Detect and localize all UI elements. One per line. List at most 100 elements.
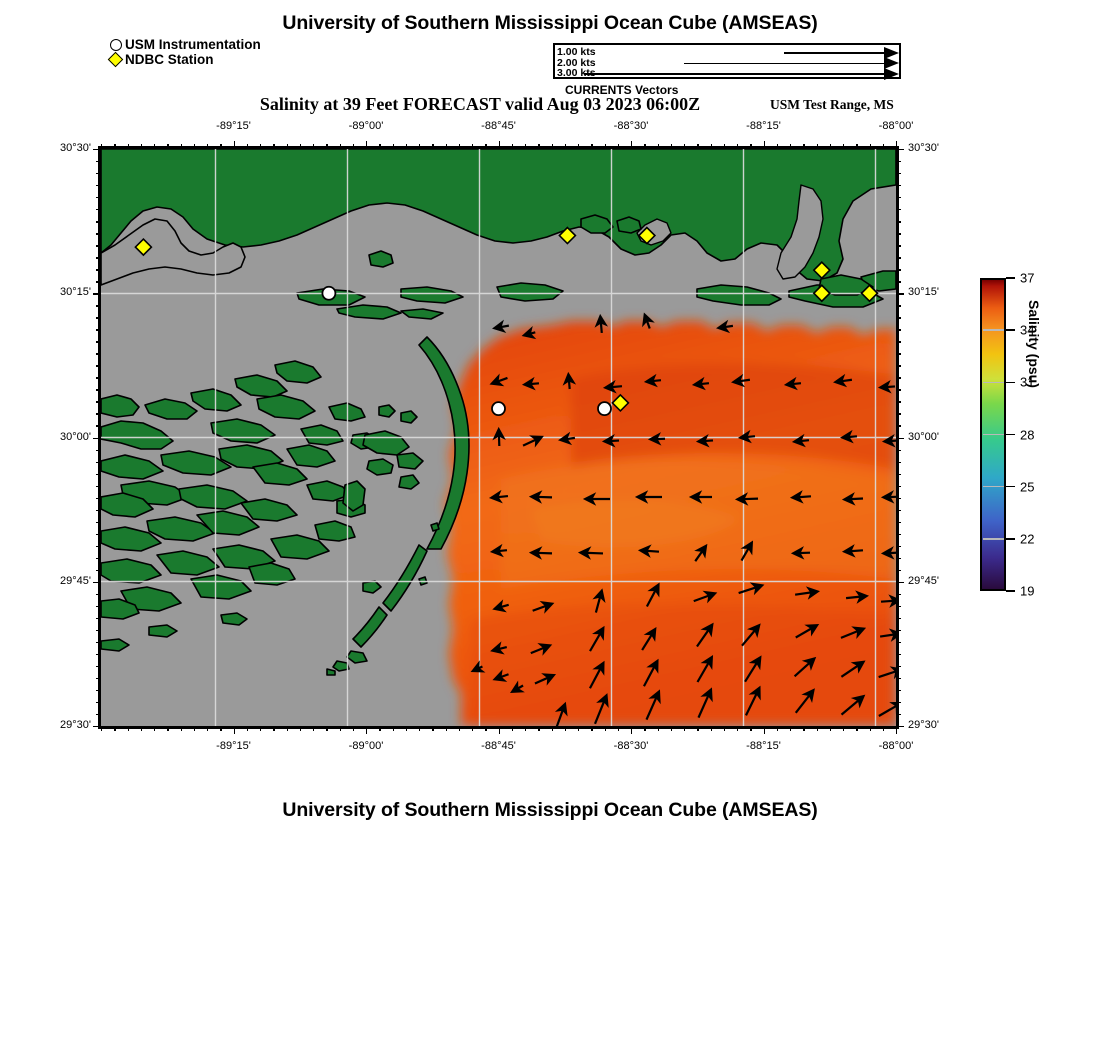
current-vector-arrow	[592, 588, 606, 613]
current-vector-arrow	[841, 544, 864, 558]
ndbc-station-marker[interactable]	[637, 226, 657, 245]
current-vector-arrow	[734, 492, 759, 506]
salinity-colorbar: 37 34 31 28 25 22 19	[980, 271, 1034, 599]
colorbar-band-separator	[982, 485, 1004, 488]
ndbc-station-marker[interactable]	[860, 284, 879, 303]
current-vector-arrow	[880, 490, 896, 504]
lat-label-left: 29°45'	[60, 574, 91, 587]
current-vector-arrow	[794, 688, 815, 714]
current-vector-arrow	[741, 623, 761, 647]
current-vector-arrow	[488, 489, 509, 504]
lon-label-bottom: -88°45'	[481, 740, 516, 752]
lat-tick	[93, 293, 101, 295]
ndbc-station-marker[interactable]	[611, 393, 630, 413]
current-vector-arrow	[490, 641, 508, 655]
current-vector-arrow	[642, 312, 655, 329]
current-vector-arrow	[492, 599, 509, 613]
ndbc-station-marker[interactable]	[134, 237, 153, 257]
current-vector-arrow	[880, 594, 896, 608]
current-vector-arrow	[789, 490, 812, 504]
lat-label-left: 29°30'	[60, 719, 91, 731]
lat-tick	[896, 149, 904, 151]
map-graphics	[101, 149, 896, 726]
lon-tick	[366, 141, 368, 149]
current-vector-arrow	[783, 376, 802, 391]
page-title: University of Southern Mississippi Ocean…	[282, 12, 818, 34]
legend-label-usm-instrumentation: USM Instrumentation	[125, 37, 261, 52]
current-vector-arrow	[695, 433, 714, 448]
salinity-map[interactable]	[98, 146, 899, 729]
colorbar-tick-label: 31	[1020, 374, 1035, 390]
current-vector-arrow	[594, 313, 609, 334]
lon-label-bottom: -89°15'	[216, 740, 251, 752]
lon-tick	[631, 141, 633, 149]
usm-instrumentation-marker[interactable]	[491, 401, 506, 417]
lon-tick	[896, 726, 898, 734]
legend-item-usm-instrumentation: USM Instrumentation	[108, 37, 368, 52]
current-vector-arrow	[879, 628, 896, 642]
lon-label-top: -89°15'	[216, 120, 251, 132]
vector-legend-label-1: 1.00 kts	[557, 46, 596, 58]
ndbc-station-marker[interactable]	[558, 226, 577, 245]
lat-tick	[93, 149, 101, 151]
colorbar-tick	[1006, 329, 1015, 331]
lat-tick	[896, 437, 904, 439]
current-vector-arrow	[738, 582, 765, 596]
lat-tick	[93, 437, 101, 439]
current-vector-arrow	[521, 376, 540, 391]
current-vector-arrow	[839, 429, 858, 444]
colorbar-tick	[1006, 277, 1015, 279]
ndbc-station-marker[interactable]	[812, 284, 831, 303]
colorbar-tick-label: 25	[1020, 479, 1035, 495]
usm-instrumentation-marker[interactable]	[321, 285, 337, 301]
colorbar-band-separator	[982, 381, 1004, 384]
lon-tick	[498, 141, 500, 149]
current-vector-arrow	[489, 373, 508, 387]
lat-tick	[93, 726, 101, 728]
current-vector-arrow	[489, 543, 508, 558]
colorbar-tick-label: 28	[1020, 427, 1035, 442]
current-vector-arrow	[643, 373, 662, 388]
current-vector-arrow	[645, 689, 661, 721]
lon-label-bottom: -88°30'	[613, 740, 649, 752]
lat-tick	[896, 293, 904, 295]
lat-label-right: 29°45'	[908, 574, 939, 587]
current-vector-arrow	[522, 435, 544, 448]
station-legend: USM Instrumentation NDBC Station	[107, 37, 368, 68]
colorbar-band-separator	[982, 329, 1004, 331]
ndbc-station-marker[interactable]	[812, 261, 831, 280]
lon-tick	[233, 726, 235, 734]
vector-legend-label-2: 2.00 kts	[557, 56, 596, 69]
lon-tick	[498, 726, 500, 734]
lat-label-right: 30°00'	[908, 430, 939, 443]
current-vector-arrow	[534, 673, 557, 686]
colorbar-tick-label: 37	[1020, 270, 1035, 286]
station-markers	[134, 226, 879, 417]
colorbar-tick	[1006, 538, 1015, 540]
current-vector-arrow	[832, 373, 853, 388]
vector-shaft-3	[584, 73, 884, 75]
lat-label-right: 30°30'	[908, 142, 939, 154]
current-vector-arrow	[577, 546, 604, 560]
salinity-field	[445, 321, 896, 726]
lat-label-left: 30°15'	[60, 286, 91, 299]
current-vector-arrow	[845, 590, 870, 604]
lat-tick	[896, 581, 904, 584]
lon-label-top: -88°30'	[613, 120, 649, 132]
current-vector-arrow	[730, 373, 751, 388]
map-canvas[interactable]	[101, 149, 896, 726]
lon-label-top: -89°00'	[348, 120, 384, 132]
current-vector-arrow	[562, 371, 577, 390]
current-vector-arrow	[693, 590, 718, 604]
lon-label-top: -88°15'	[746, 120, 781, 132]
current-vector-arrow	[582, 492, 610, 506]
current-vector-arrow	[634, 490, 662, 504]
colorbar-band-separator	[982, 538, 1004, 540]
current-vector-arrow	[744, 685, 761, 716]
usm-instrumentation-marker[interactable]	[597, 401, 612, 417]
current-vector-arrow	[878, 701, 896, 717]
colorbar-tick	[1006, 381, 1015, 384]
current-vector-arrow	[878, 666, 896, 680]
current-vector-arrow	[794, 586, 820, 600]
current-vector-arrow	[528, 490, 553, 504]
